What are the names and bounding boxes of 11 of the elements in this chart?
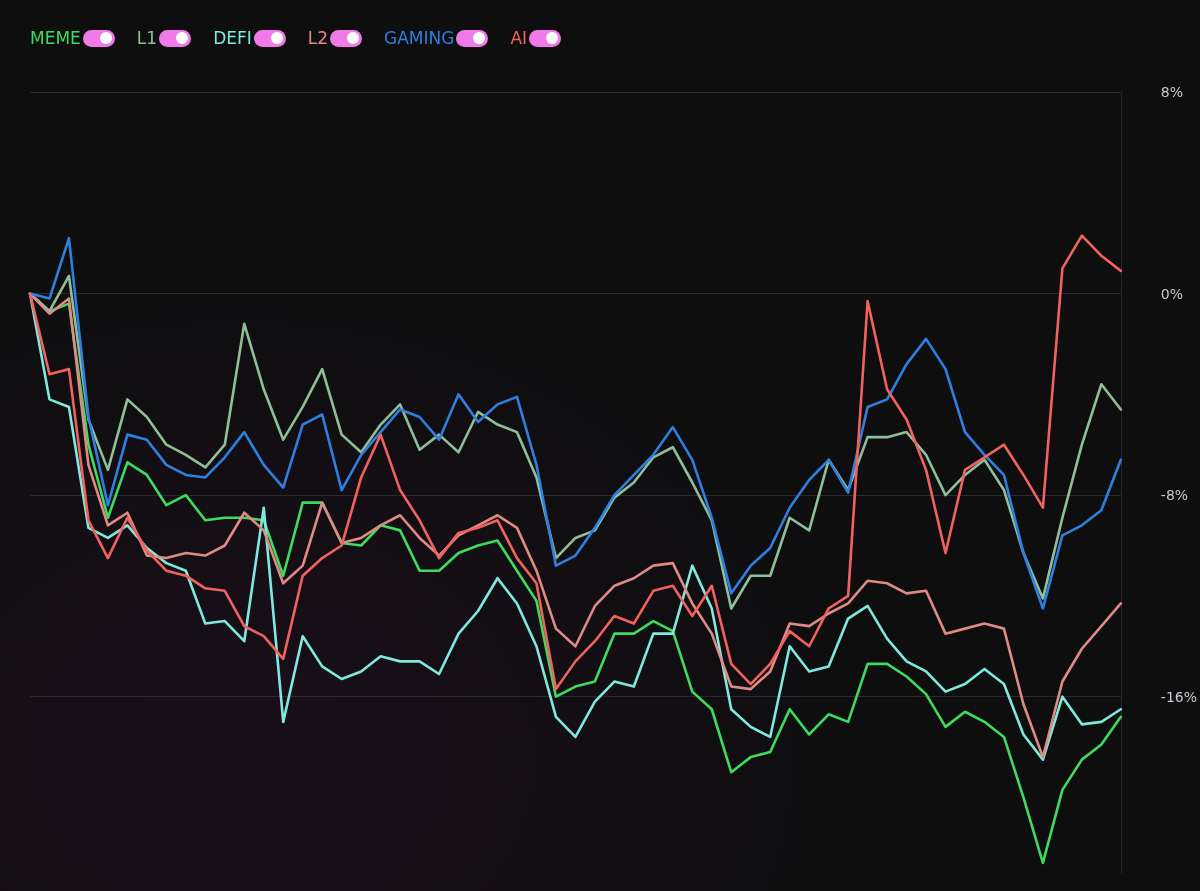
y-tick-label: -8%: [1160, 487, 1189, 504]
text: AI: [510, 28, 528, 48]
text: DEFI: [213, 28, 252, 48]
y-tick-label: 0%: [1160, 285, 1184, 302]
line-series: [28, 234, 1123, 691]
text: L1: [136, 28, 158, 48]
text: MEME: [30, 28, 81, 48]
y-tick-label: -16%: [1160, 688, 1197, 705]
text: GAMING: [384, 28, 455, 48]
y-tick-label: 8%: [1160, 84, 1184, 100]
text: L2: [307, 28, 329, 48]
